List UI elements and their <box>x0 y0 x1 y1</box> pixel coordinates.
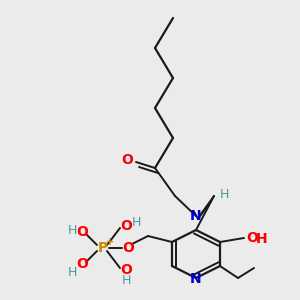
Text: H: H <box>256 232 268 246</box>
Text: H: H <box>219 188 229 200</box>
Text: O: O <box>76 257 88 271</box>
Text: O: O <box>122 241 134 255</box>
Text: H: H <box>67 224 77 236</box>
Text: O: O <box>121 153 133 167</box>
Text: O: O <box>76 225 88 239</box>
Text: N: N <box>190 272 202 286</box>
Text: H: H <box>121 274 131 286</box>
Text: O: O <box>120 263 132 277</box>
Text: O: O <box>120 219 132 233</box>
Text: O: O <box>246 231 258 245</box>
Text: P: P <box>98 241 108 255</box>
Text: H: H <box>131 215 141 229</box>
Text: +: + <box>106 237 114 247</box>
Text: H: H <box>67 266 77 278</box>
Text: N: N <box>190 209 202 223</box>
